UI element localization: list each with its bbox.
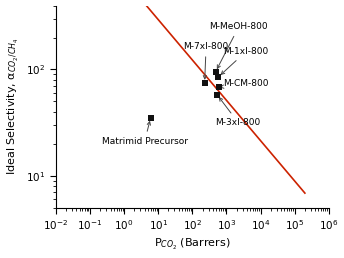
Text: M-CM-800: M-CM-800: [220, 79, 269, 88]
Y-axis label: Ideal Selectivity, α$_{CO_2/CH_4}$: Ideal Selectivity, α$_{CO_2/CH_4}$: [6, 38, 21, 175]
Text: Matrimid Precursor: Matrimid Precursor: [102, 122, 188, 146]
Text: M-3xl-800: M-3xl-800: [216, 98, 261, 127]
X-axis label: P$_{CO_2}$ (Barrers): P$_{CO_2}$ (Barrers): [154, 237, 230, 252]
Text: M-7xl-800: M-7xl-800: [183, 42, 229, 79]
Text: M-MeOH-800: M-MeOH-800: [209, 22, 268, 68]
Text: M-1xl-800: M-1xl-800: [221, 47, 269, 74]
